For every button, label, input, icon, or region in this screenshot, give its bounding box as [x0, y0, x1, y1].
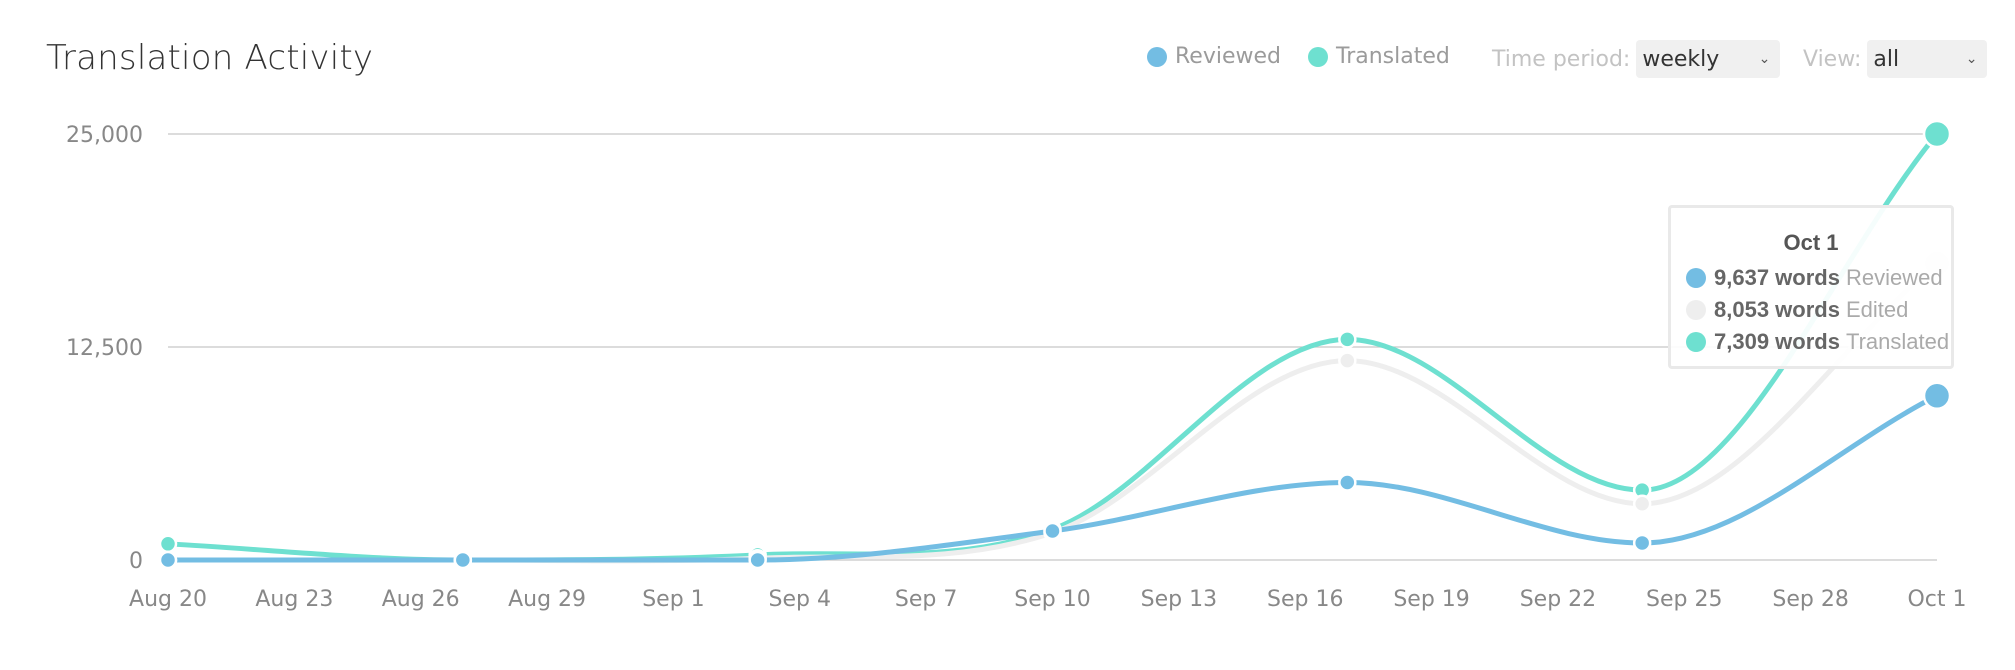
tooltip-words: 7,309 words — [1714, 329, 1840, 354]
reviewed-point — [158, 550, 178, 570]
tooltip-words: 9,637 words — [1714, 265, 1840, 290]
chart-legend: Reviewed Translated — [1147, 44, 1477, 69]
x-tick-label: Oct 1 — [1907, 587, 1966, 612]
reviewed-point — [1632, 533, 1652, 553]
x-tick-label: Sep 25 — [1646, 587, 1722, 612]
view-label: View: — [1803, 46, 1862, 72]
legend-label-reviewed: Reviewed — [1175, 44, 1281, 69]
reviewed-point — [453, 550, 473, 570]
tooltip-row-translated: 7,309 words Translated — [1686, 326, 1951, 358]
view-value: all — [1873, 46, 1900, 72]
tooltip-row-reviewed: 9,637 words Reviewed — [1686, 262, 1951, 294]
legend-label-translated: Translated — [1336, 44, 1450, 69]
x-tick-label: Aug 26 — [382, 587, 460, 612]
chevron-down-icon: ⌄ — [1758, 51, 1771, 67]
time-period-select[interactable]: weekly ⌄ — [1636, 40, 1781, 78]
x-tick-label: Aug 29 — [508, 587, 586, 612]
reviewed-dot-icon — [1686, 268, 1706, 288]
x-tick-label: Sep 10 — [1014, 587, 1090, 612]
edited-point — [1338, 351, 1357, 370]
translated-point — [158, 534, 178, 554]
view-select[interactable]: all ⌄ — [1867, 40, 1988, 78]
tooltip-words: 8,053 words — [1714, 297, 1840, 322]
chart-title: Translation Activity — [46, 38, 374, 78]
translated-dot-icon — [1686, 332, 1706, 352]
reviewed-point — [1922, 381, 1952, 411]
edited-point — [1632, 494, 1652, 514]
reviewed-dot-icon — [1147, 46, 1167, 67]
x-tick-label: Sep 22 — [1520, 587, 1596, 612]
tooltip-label: Translated — [1845, 329, 1950, 354]
x-tick-label: Aug 23 — [255, 587, 333, 612]
x-tick-label: Sep 19 — [1393, 587, 1469, 612]
reviewed-point — [1043, 521, 1062, 541]
x-tick-label: Sep 13 — [1141, 587, 1217, 612]
y-tick-label: 25,000 — [66, 123, 143, 148]
edited-dot-icon — [1686, 300, 1706, 320]
translated-point — [1922, 119, 1952, 149]
reviewed-point — [1338, 473, 1357, 492]
translated-dot-icon — [1308, 46, 1328, 67]
reviewed-point — [748, 550, 767, 570]
tooltip-title: Oct 1 — [1783, 230, 1839, 255]
legend-item-translated[interactable]: Translated — [1308, 44, 1450, 69]
time-period-value: weekly — [1642, 46, 1720, 72]
x-tick-label: Sep 7 — [895, 587, 957, 612]
legend-item-reviewed[interactable]: Reviewed — [1147, 44, 1281, 69]
time-period-label: Time period: — [1492, 46, 1631, 72]
tooltip-row-edited: 8,053 words Edited — [1686, 294, 1951, 326]
tooltip-label: Reviewed — [1845, 265, 1943, 290]
x-tick-label: Sep 4 — [769, 587, 831, 612]
x-tick-label: Aug 20 — [129, 587, 207, 612]
x-tick-label: Sep 16 — [1267, 587, 1343, 612]
y-tick-label: 0 — [129, 549, 143, 574]
translated-point — [1338, 330, 1357, 349]
tooltip-label: Edited — [1845, 297, 1909, 322]
x-tick-label: Sep 28 — [1772, 587, 1848, 612]
time-period-control: Time period: weekly ⌄ — [1492, 40, 1781, 78]
y-tick-label: 12,500 — [66, 336, 143, 361]
x-tick-label: Sep 1 — [642, 587, 704, 612]
chart-tooltip: Oct 1 9,637 words Reviewed 8,053 words E… — [1668, 205, 1954, 369]
chevron-down-icon: ⌄ — [1965, 51, 1978, 67]
view-control: View: all ⌄ — [1803, 40, 1988, 78]
